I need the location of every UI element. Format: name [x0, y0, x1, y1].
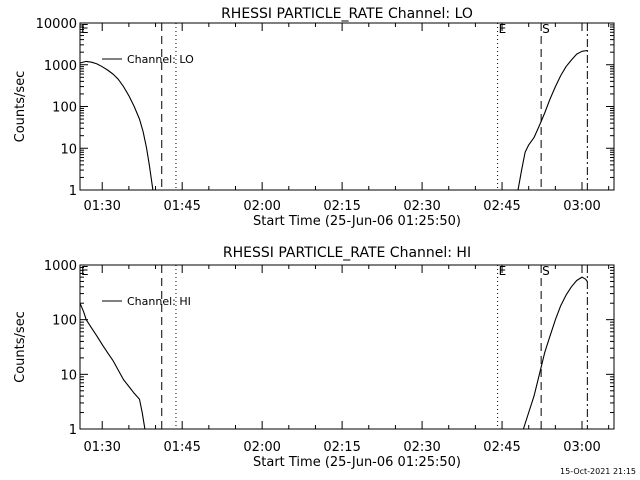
marker-label: S	[542, 22, 550, 36]
series-line	[79, 60, 154, 191]
x-tick-label: 02:30	[403, 199, 440, 214]
y-tick-label: 1	[69, 423, 77, 438]
marker-label: E	[81, 22, 89, 36]
x-tick-label: 01:30	[83, 199, 120, 214]
marker-label: S	[542, 264, 550, 278]
x-tick-label: 02:15	[323, 199, 360, 214]
x-tick-label: 01:30	[83, 440, 120, 455]
x-axis-label: Start Time (25-Jun-06 01:25:50)	[253, 455, 461, 470]
y-axis-label: Counts/sec	[13, 71, 28, 143]
x-tick-label: 02:15	[323, 440, 360, 455]
legend-label: Channel: LO	[127, 53, 194, 66]
x-tick-label: 02:45	[483, 199, 520, 214]
x-axis-label: Start Time (25-Jun-06 01:25:50)	[253, 214, 461, 229]
footer-timestamp: 15-Oct-2021 21:15	[560, 467, 636, 476]
y-tick-label: 1000	[44, 59, 77, 74]
y-tick-label: 10	[60, 142, 77, 157]
marker-label: E	[499, 22, 507, 36]
chart-title: RHESSI PARTICLE_RATE Channel: LO	[221, 6, 473, 22]
y-axis-label: Counts/sec	[13, 311, 28, 383]
chart-title: RHESSI PARTICLE_RATE Channel: HI	[223, 245, 471, 261]
x-tick-label: 02:00	[243, 440, 280, 455]
y-tick-label: 100	[52, 101, 77, 116]
y-tick-label: 10000	[36, 17, 77, 32]
series-line	[79, 302, 146, 430]
y-tick-label: 1000	[44, 259, 77, 274]
series-line	[522, 276, 588, 430]
x-tick-label: 01:45	[163, 199, 200, 214]
plot-frame	[79, 264, 615, 430]
marker-label: E	[499, 264, 507, 278]
marker-label: E	[81, 264, 89, 278]
series-line	[517, 49, 588, 191]
y-tick-label: 100	[52, 314, 77, 329]
y-tick-label: 1	[69, 184, 77, 199]
x-tick-label: 02:45	[483, 440, 520, 455]
panel-lo-channel: RHESSI PARTICLE_RATE Channel: LO 1 10 100 10…	[13, 6, 615, 229]
x-tick-label: 03:00	[563, 199, 600, 214]
panel-hi-channel: RHESSI PARTICLE_RATE Channel: HI 1 10 100 10…	[13, 245, 615, 470]
x-tick-label: 02:30	[403, 440, 440, 455]
legend-label: Channel: HI	[127, 295, 191, 308]
x-tick-label: 02:00	[243, 199, 280, 214]
y-tick-label: 10	[60, 368, 77, 383]
x-tick-label: 01:45	[163, 440, 200, 455]
x-tick-label: 03:00	[563, 440, 600, 455]
